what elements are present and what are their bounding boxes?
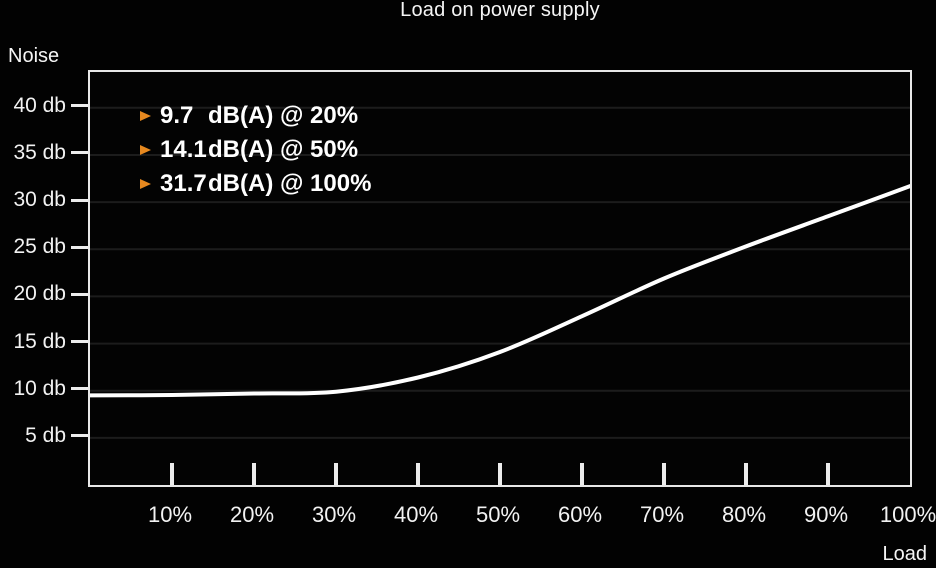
chart-title: Load on power supply — [400, 0, 600, 21]
callout-label: dB(A) @ 50% — [208, 136, 359, 163]
callout-label: dB(A) @ 100% — [208, 170, 372, 197]
y-tick-mark — [71, 151, 88, 155]
y-tick-label: 30 db — [13, 188, 66, 212]
callout-arrow-icon — [140, 179, 151, 189]
x-tick-label: 50% — [475, 502, 521, 527]
noise-curve-svg — [90, 106, 910, 485]
callout-row: 9.7 dB(A) @ 20% — [140, 99, 371, 133]
x-tick-label: 30% — [311, 502, 357, 527]
callout-row: 31.7 dB(A) @ 100% — [140, 167, 371, 201]
y-tick-label: 5 db — [25, 423, 66, 447]
y-tick-label: 20 db — [13, 282, 66, 306]
callout-value: 31.7 — [160, 170, 207, 197]
callout-value: 9.7 — [160, 102, 194, 129]
y-tick-label: 25 db — [13, 235, 66, 259]
plot-area — [88, 70, 912, 487]
x-axis-title: Load — [882, 543, 928, 565]
y-tick-mark — [71, 387, 88, 391]
x-tick-label: 100% — [879, 502, 936, 527]
x-tick-label: 20% — [229, 502, 275, 527]
y-tick-label: 10 db — [13, 376, 66, 400]
x-tick-label: 80% — [721, 502, 767, 527]
callout-arrow-icon — [140, 145, 151, 155]
y-tick-label: 40 db — [13, 93, 66, 117]
y-tick-mark — [71, 198, 88, 202]
x-tick-label: 70% — [639, 502, 685, 527]
x-tick-label: 40% — [393, 502, 439, 527]
y-tick-label: 15 db — [13, 329, 66, 353]
callout-label: dB(A) @ 20% — [208, 102, 359, 129]
y-tick-mark — [71, 245, 88, 249]
callout-arrow-icon — [140, 111, 151, 121]
y-tick-label: 35 db — [13, 140, 66, 164]
y-tick-mark — [71, 434, 88, 438]
x-tick-label: 10% — [147, 502, 193, 527]
y-axis-title: Noise — [8, 45, 60, 67]
callout-value: 14.1 — [160, 136, 207, 163]
noise-curve — [90, 184, 910, 398]
x-tick-label: 90% — [803, 502, 849, 527]
callout-row: 14.1 dB(A) @ 50% — [140, 133, 371, 167]
y-tick-mark — [71, 104, 88, 108]
y-tick-mark — [71, 340, 88, 344]
x-tick-label: 60% — [557, 502, 603, 527]
y-tick-mark — [71, 292, 88, 296]
callout-list: 9.7 dB(A) @ 20% 14.1 dB(A) @ 50% 31.7 dB(A) @… — [140, 99, 371, 201]
